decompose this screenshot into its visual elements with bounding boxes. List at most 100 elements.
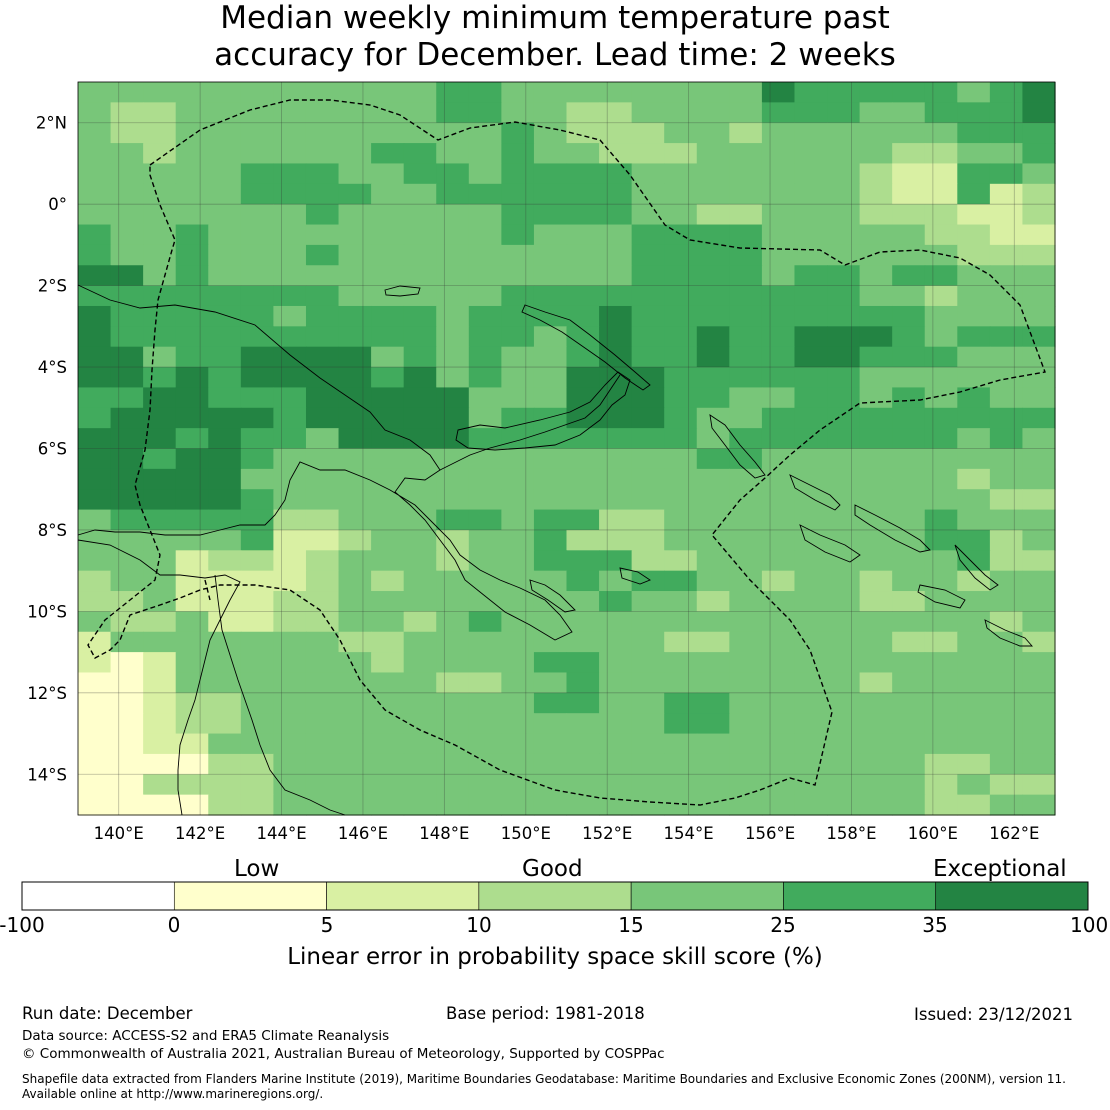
grid-cell [208,285,242,307]
longitude-label: 154°E [664,824,714,843]
grid-cell [1022,509,1056,531]
grid-cell [501,794,535,816]
grid-cell [468,713,502,735]
grid-cell [664,122,698,144]
grid-cell [78,428,112,450]
grid-cell [761,631,796,653]
grid-cell [631,428,665,450]
grid-cell [175,346,209,368]
grid-cell [631,326,665,348]
grid-cell [761,733,796,755]
grid-cell [533,753,568,775]
grid-cell [599,591,633,612]
grid-cell [208,591,242,612]
grid-cell [664,102,698,124]
grid-cell [599,489,633,511]
grid-cell [859,244,893,266]
grid-cell [305,367,340,389]
grid-cell [175,692,209,714]
grid-cell [468,448,502,470]
grid-cell [859,183,893,205]
grid-cell [827,774,861,796]
grid-cell [533,326,568,348]
grid-cell [989,265,1024,287]
grid-cell [892,305,926,327]
grid-cell [827,529,861,551]
grid-cell [371,733,405,755]
grid-cell [143,82,177,103]
grid-cell [110,774,144,796]
grid-cell [305,672,340,694]
grid-cell [924,611,958,633]
grid-cell [566,713,600,735]
grid-cell [892,794,926,816]
grid-cell [501,122,535,144]
grid-cell [794,733,828,755]
grid-cell [859,387,893,409]
grid-cell [761,591,796,612]
grid-cell [989,122,1024,144]
grid-cell [761,285,796,307]
grid-cell [240,387,274,409]
grid-cell [436,224,470,246]
longitude-label: 150°E [501,824,551,843]
grid-cell [989,733,1024,755]
grid-cell [468,163,502,185]
grid-cell [436,631,470,653]
copyright: © Commonwealth of Australia 2021, Austra… [22,1046,665,1062]
grid-cell [501,102,535,124]
grid-cell [892,591,926,612]
grid-cell [240,224,274,246]
grid-cell [371,143,405,165]
grid-cell [827,163,861,185]
grid-cell [175,448,209,470]
grid-cell [924,326,958,348]
grid-cell [305,102,340,124]
grid-cell [305,387,340,409]
grid-cell [533,509,568,531]
grid-cell [143,550,177,572]
grid-cell [240,407,274,429]
grid-cell [78,244,112,266]
grid-cell [664,550,698,572]
grid-cell [533,774,568,796]
colorbar-bin [326,881,480,911]
grid-cell [729,122,763,144]
grid-cell [729,428,763,450]
grid-cell [371,489,405,511]
grid-cell [892,550,926,572]
grid-cell [761,428,796,450]
grid-cell [533,244,568,266]
grid-cell [892,204,926,226]
grid-cell [273,652,307,674]
grid-cell [924,305,958,327]
grid-cell [436,305,470,327]
grid-cell [110,346,144,368]
grid-cell [859,529,893,551]
grid-cell [371,591,405,612]
grid-cell [468,326,502,348]
grid-cell [794,407,828,429]
grid-cell [78,509,112,531]
grid-cell [729,550,763,572]
grid-cell [533,570,568,592]
grid-cell [1022,529,1056,551]
grid-cell [924,285,958,307]
grid-cell [208,183,242,205]
grid-cell [729,244,763,266]
grid-cell [892,509,926,531]
grid-cell [957,183,991,205]
grid-cell [859,448,893,470]
grid-cell [631,489,665,511]
grid-cell [305,591,340,612]
grid-cell [599,224,633,246]
grid-cell [989,591,1024,612]
grid-cell [827,407,861,429]
grid-cell [208,489,242,511]
grid-cell [533,346,568,368]
grid-cell [696,346,730,368]
grid-cell [468,204,502,226]
grid-cell [403,265,437,287]
base-period: Base period: 1981-2018 [446,1004,645,1023]
grid-cell [468,468,502,490]
